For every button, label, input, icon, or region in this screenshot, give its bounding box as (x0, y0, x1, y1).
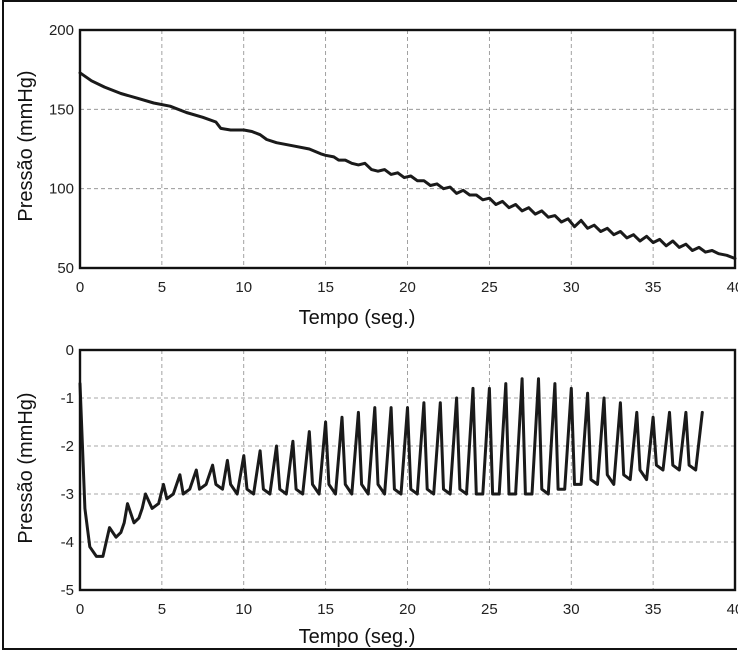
x-tick-label: 5 (158, 601, 166, 618)
x-tick-label: 0 (76, 601, 84, 618)
x-tick-label: 25 (481, 279, 498, 296)
bottom-pressure-line (78, 377, 704, 558)
y-tick-label: 100 (49, 181, 74, 198)
x-tick-label: 0 (76, 279, 84, 296)
bottom-y-tick-labels: -5 -4 -3 -2 -1 0 (61, 342, 74, 599)
y-tick-label: 50 (57, 260, 74, 277)
y-tick-label: -4 (61, 534, 74, 551)
top-plot-area (78, 28, 737, 270)
y-tick-label: 200 (49, 22, 74, 39)
x-tick-label: 5 (158, 279, 166, 296)
x-tick-label: 20 (399, 279, 416, 296)
top-x-axis-title: Tempo (seg.) (299, 307, 416, 329)
chart-top: 0 5 10 15 20 25 30 35 40 50 100 150 200 Tempo (seg.… (15, 22, 738, 329)
y-tick-label: 150 (49, 101, 74, 118)
x-tick-label: 15 (317, 601, 334, 618)
x-tick-label: 30 (563, 279, 580, 296)
bottom-y-axis-title: Pressão (mmHg) (15, 392, 37, 543)
top-pressure-line (78, 71, 737, 260)
y-tick-label: -5 (61, 582, 74, 599)
x-tick-label: 20 (399, 601, 416, 618)
y-tick-label: -3 (61, 486, 74, 503)
top-grid (80, 30, 735, 268)
top-y-tick-labels: 50 100 150 200 (49, 22, 74, 277)
x-tick-label: 15 (317, 279, 334, 296)
x-tick-label: 40 (727, 601, 738, 618)
x-tick-label: 30 (563, 601, 580, 618)
y-tick-label: -1 (61, 390, 74, 407)
y-tick-label: 0 (66, 342, 74, 359)
bottom-grid (80, 350, 735, 590)
x-tick-label: 10 (235, 601, 252, 618)
top-x-tick-labels: 0 5 10 15 20 25 30 35 40 (76, 279, 738, 296)
y-tick-label: -2 (61, 438, 74, 455)
x-tick-label: 25 (481, 601, 498, 618)
x-tick-label: 40 (727, 279, 738, 296)
bottom-plot-area (78, 348, 737, 592)
top-y-axis-title: Pressão (mmHg) (15, 70, 37, 221)
x-tick-label: 10 (235, 279, 252, 296)
chart-bottom: 0 5 10 15 20 25 30 35 40 -5 -4 -3 -2 -1 0 Tempo (seg.… (15, 342, 738, 648)
bottom-x-axis-title: Tempo (seg.) (299, 626, 416, 648)
bottom-x-tick-labels: 0 5 10 15 20 25 30 35 40 (76, 601, 738, 618)
x-tick-label: 35 (645, 601, 662, 618)
x-tick-label: 35 (645, 279, 662, 296)
